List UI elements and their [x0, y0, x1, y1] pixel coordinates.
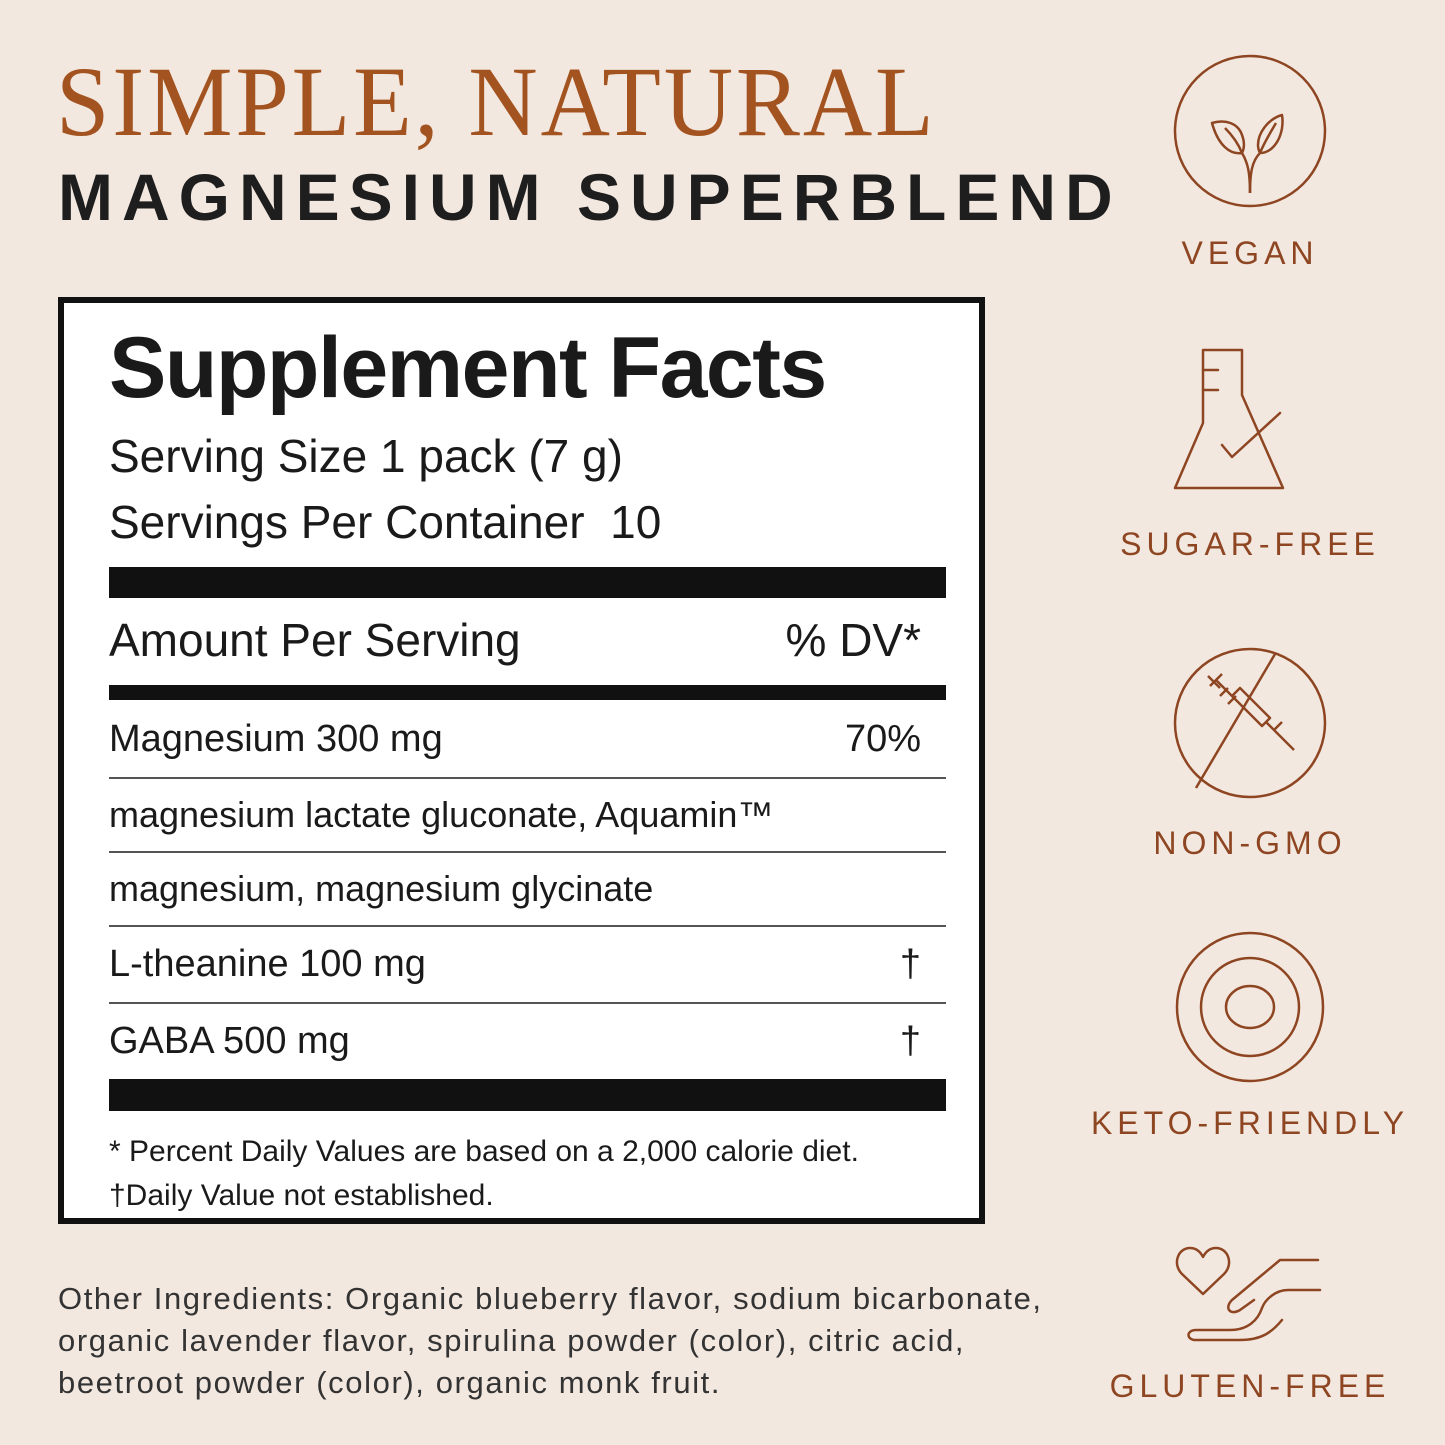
nutrient-dv: 70%	[844, 718, 921, 760]
nutrient-name: magnesium, magnesium glycinate	[109, 868, 654, 909]
footnote-daily-values: * Percent Daily Values are based on a 2,…	[109, 1135, 859, 1168]
facts-row: L-theanine 100 mg †	[109, 945, 921, 983]
flask-check-icon	[1090, 345, 1410, 495]
amount-header-row: Amount Per Serving % DV*	[109, 617, 921, 663]
badge-label-keto-friendly: KETO-FRIENDLY	[1090, 1105, 1410, 1141]
badge-label-gluten-free: GLUTEN-FREE	[1109, 1368, 1391, 1404]
facts-row: magnesium lactate gluconate, Aquamin™	[109, 797, 921, 833]
other-ingredients: Other Ingredients: Organic blueberry fla…	[58, 1281, 1043, 1400]
facts-title: Supplement Facts	[109, 320, 827, 416]
row-divider	[109, 851, 946, 853]
nutrient-name: Magnesium 300 mg	[109, 718, 443, 760]
concentric-circles-icon	[1090, 930, 1410, 1084]
sprout-icon	[1090, 53, 1410, 213]
nutrient-dv: †	[899, 1020, 921, 1062]
row-divider	[109, 925, 946, 927]
servings-per-container: Servings Per Container 10	[109, 496, 662, 548]
headline: SIMPLE, NATURAL	[56, 46, 937, 157]
medium-divider	[109, 685, 946, 700]
amount-header: Amount Per Serving	[109, 614, 521, 666]
subheadline: MAGNESIUM SUPERBLEND	[58, 160, 1122, 234]
serving-size: Serving Size 1 pack (7 g)	[109, 430, 623, 482]
facts-row: GABA 500 mg †	[109, 1022, 921, 1060]
badge-label-vegan: VEGAN	[1181, 235, 1319, 271]
facts-row: Magnesium 300 mg 70%	[109, 720, 921, 758]
dv-header: % DV*	[785, 614, 921, 666]
no-syringe-icon	[1090, 646, 1410, 802]
heart-hand-icon	[1090, 1228, 1410, 1344]
nutrient-name: magnesium lactate gluconate, Aquamin™	[109, 794, 774, 835]
nutrient-dv: †	[899, 943, 921, 985]
nutrient-name: L-theanine 100 mg	[109, 943, 426, 985]
facts-row: magnesium, magnesium glycinate	[109, 871, 921, 907]
badge-label-sugar-free: SUGAR-FREE	[1120, 526, 1380, 562]
nutrient-name: GABA 500 mg	[109, 1020, 350, 1062]
row-divider	[109, 777, 946, 779]
row-divider	[109, 1002, 946, 1004]
badge-label-non-gmo: NON-GMO	[1153, 825, 1347, 861]
thick-divider	[109, 1079, 946, 1111]
supplement-facts-panel: Supplement Facts Serving Size 1 pack (7 …	[58, 297, 985, 1224]
thick-divider	[109, 567, 946, 598]
footnote-dagger: †Daily Value not established.	[109, 1179, 494, 1212]
